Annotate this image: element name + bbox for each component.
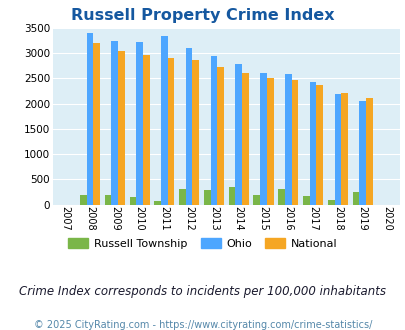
Bar xyxy=(118,51,124,205)
Bar xyxy=(315,84,322,205)
Bar xyxy=(235,64,241,205)
Bar xyxy=(143,55,149,205)
Bar xyxy=(284,75,291,205)
Bar xyxy=(80,195,86,205)
Legend: Russell Township, Ohio, National: Russell Township, Ohio, National xyxy=(64,234,341,253)
Bar xyxy=(327,200,334,205)
Bar xyxy=(129,197,136,205)
Bar xyxy=(167,58,174,205)
Text: Crime Index corresponds to incidents per 100,000 inhabitants: Crime Index corresponds to incidents per… xyxy=(19,285,386,298)
Bar xyxy=(291,80,298,205)
Bar xyxy=(154,201,161,205)
Bar xyxy=(309,82,315,205)
Bar xyxy=(260,74,266,205)
Bar xyxy=(341,93,347,205)
Bar xyxy=(241,74,248,205)
Bar xyxy=(210,56,217,205)
Bar xyxy=(111,41,118,205)
Bar xyxy=(365,98,372,205)
Bar xyxy=(185,48,192,205)
Bar xyxy=(358,101,365,205)
Bar xyxy=(334,94,341,205)
Bar xyxy=(277,189,284,205)
Bar xyxy=(192,60,199,205)
Bar xyxy=(266,78,273,205)
Bar xyxy=(228,187,235,205)
Bar xyxy=(179,189,185,205)
Text: Russell Property Crime Index: Russell Property Crime Index xyxy=(71,8,334,23)
Bar xyxy=(253,195,260,205)
Bar xyxy=(352,192,358,205)
Bar xyxy=(217,67,224,205)
Bar xyxy=(136,42,143,205)
Bar xyxy=(161,36,167,205)
Bar xyxy=(104,195,111,205)
Bar xyxy=(203,190,210,205)
Text: © 2025 CityRating.com - https://www.cityrating.com/crime-statistics/: © 2025 CityRating.com - https://www.city… xyxy=(34,320,371,330)
Bar xyxy=(86,33,93,205)
Bar xyxy=(303,196,309,205)
Bar xyxy=(93,43,100,205)
